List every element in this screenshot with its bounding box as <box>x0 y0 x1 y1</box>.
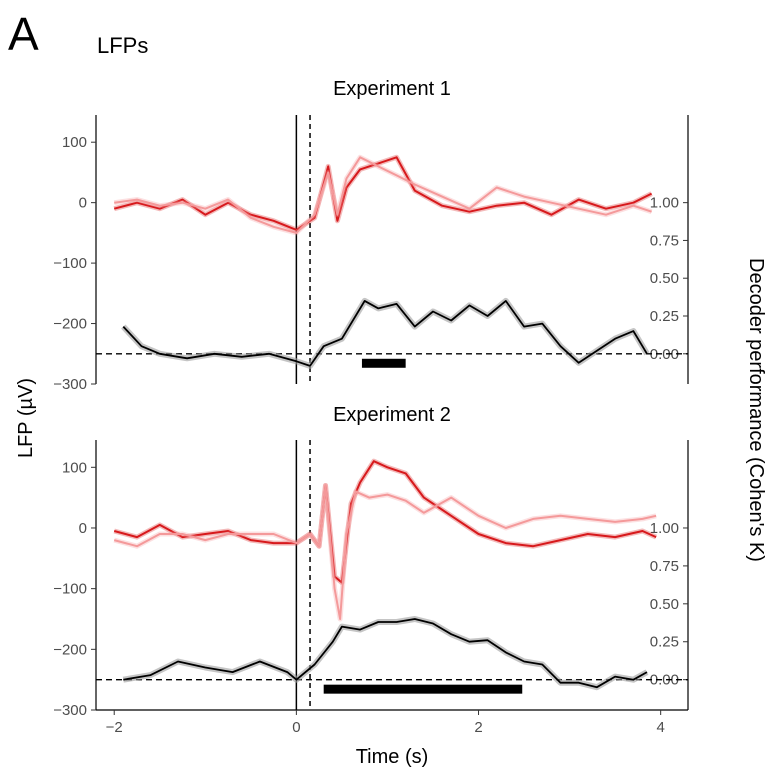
y-tick-label-left: −300 <box>53 702 87 719</box>
decoder-error-band <box>122 616 649 691</box>
x-axis-label: Time (s) <box>356 746 429 768</box>
decoder-line <box>123 618 648 689</box>
y-tick-label-right: 0.50 <box>650 596 679 613</box>
y-axis-label-lfp: LFP (µV) <box>15 378 37 458</box>
y-tick-label-right: 0.75 <box>650 558 679 575</box>
y-tick-label-left: −100 <box>53 255 87 272</box>
y-tick-label-left: 0 <box>79 520 87 537</box>
y-tick-label-left: −200 <box>53 316 87 333</box>
chart-panel-experiment-2: 100 0 −100 −200 −300 1.00 0.75 0.50 0.25 0.00 −2 0 2… <box>53 440 689 736</box>
y-tick-label-left: 0 <box>79 195 87 212</box>
lfp_dark-line <box>113 460 657 584</box>
y-tick-label-right: 1.00 <box>650 195 679 212</box>
lfp_dark-line <box>113 156 653 231</box>
lfp_light-error-band <box>113 483 657 622</box>
chart-title-experiment-1: Experiment 1 <box>333 78 451 100</box>
y-tick-label-left: −100 <box>53 581 87 598</box>
x-tick-label: 2 <box>474 719 482 736</box>
decoder-line <box>122 299 648 367</box>
y-tick-label-left: 100 <box>62 134 87 151</box>
y-axis-label-decoder: Decoder performance (Cohen's K) <box>745 258 767 562</box>
y-tick-label-right: 0.00 <box>650 672 679 689</box>
lfp_light-line <box>113 484 657 620</box>
lfp_dark-error-band <box>113 458 658 586</box>
y-tick-label-right: 0.25 <box>650 308 679 325</box>
panel-letter: A <box>8 8 39 60</box>
x-tick-label: 4 <box>657 719 665 736</box>
chart-panel-experiment-1: 100 0 −100 −200 −300 1.00 0.75 0.50 0.25 0.00 <box>53 115 689 393</box>
y-tick-label-right: 0.75 <box>650 232 679 249</box>
y-tick-label-right: 1.00 <box>650 520 679 537</box>
x-tick-label: 0 <box>292 719 300 736</box>
y-tick-label-left: −300 <box>53 376 87 393</box>
y-tick-label-right: 0.25 <box>650 634 679 651</box>
significance-bar <box>361 358 406 368</box>
figure-heading: LFPs <box>97 33 148 58</box>
significance-bar <box>323 684 523 694</box>
y-tick-label-right: 0.00 <box>650 346 679 363</box>
chart-title-experiment-2: Experiment 2 <box>333 404 451 426</box>
y-tick-label-right: 0.50 <box>650 270 679 287</box>
lfp_light-line <box>114 156 652 234</box>
y-tick-label-left: 100 <box>62 459 87 476</box>
x-tick-label: −2 <box>106 719 123 736</box>
y-tick-label-left: −200 <box>53 641 87 658</box>
